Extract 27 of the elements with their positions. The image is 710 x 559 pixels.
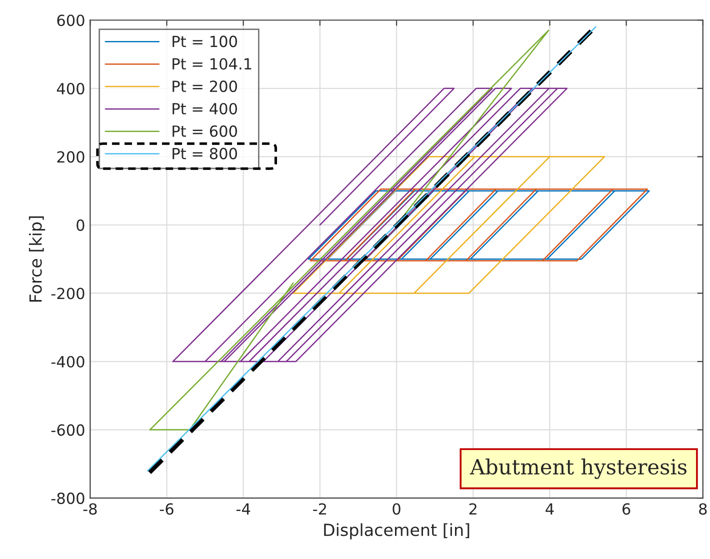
y-tick-label: 600	[57, 14, 84, 26]
x-tick-label: 0	[392, 503, 400, 515]
line-series	[149, 30, 550, 430]
annotation: Abutment hysteresis	[470, 458, 687, 479]
y-tick-label: -800	[51, 492, 84, 504]
y-tick-label: -400	[51, 356, 84, 368]
x-tick-label: 6	[622, 503, 630, 515]
legend-label: Pt = 100	[172, 36, 238, 48]
y-tick-label: -600	[51, 424, 84, 436]
y-tick-label: -200	[51, 288, 84, 300]
x-tick-label: -2	[313, 503, 326, 515]
y-axis-title: Force [kip]	[28, 216, 46, 302]
x-tick-label: 4	[546, 503, 554, 515]
legend-label: Pt = 104.1	[172, 58, 252, 70]
x-tick-label: -6	[160, 503, 174, 515]
legend-label: Pt = 800	[172, 148, 238, 160]
legend-label: Pt = 400	[172, 102, 238, 114]
legend-label: Pt = 600	[172, 125, 238, 137]
x-axis-title: Displacement [in]	[324, 523, 470, 540]
x-tick-label: -8	[83, 503, 97, 515]
legend-label: Pt = 200	[172, 80, 238, 92]
x-tick-label: 8	[699, 503, 707, 515]
y-tick-label: 400	[56, 82, 84, 94]
y-tick-label: 0	[76, 219, 84, 231]
y-tick-label: 200	[57, 151, 84, 163]
x-tick-label: 2	[469, 503, 476, 515]
x-tick-label: -4	[236, 503, 250, 515]
